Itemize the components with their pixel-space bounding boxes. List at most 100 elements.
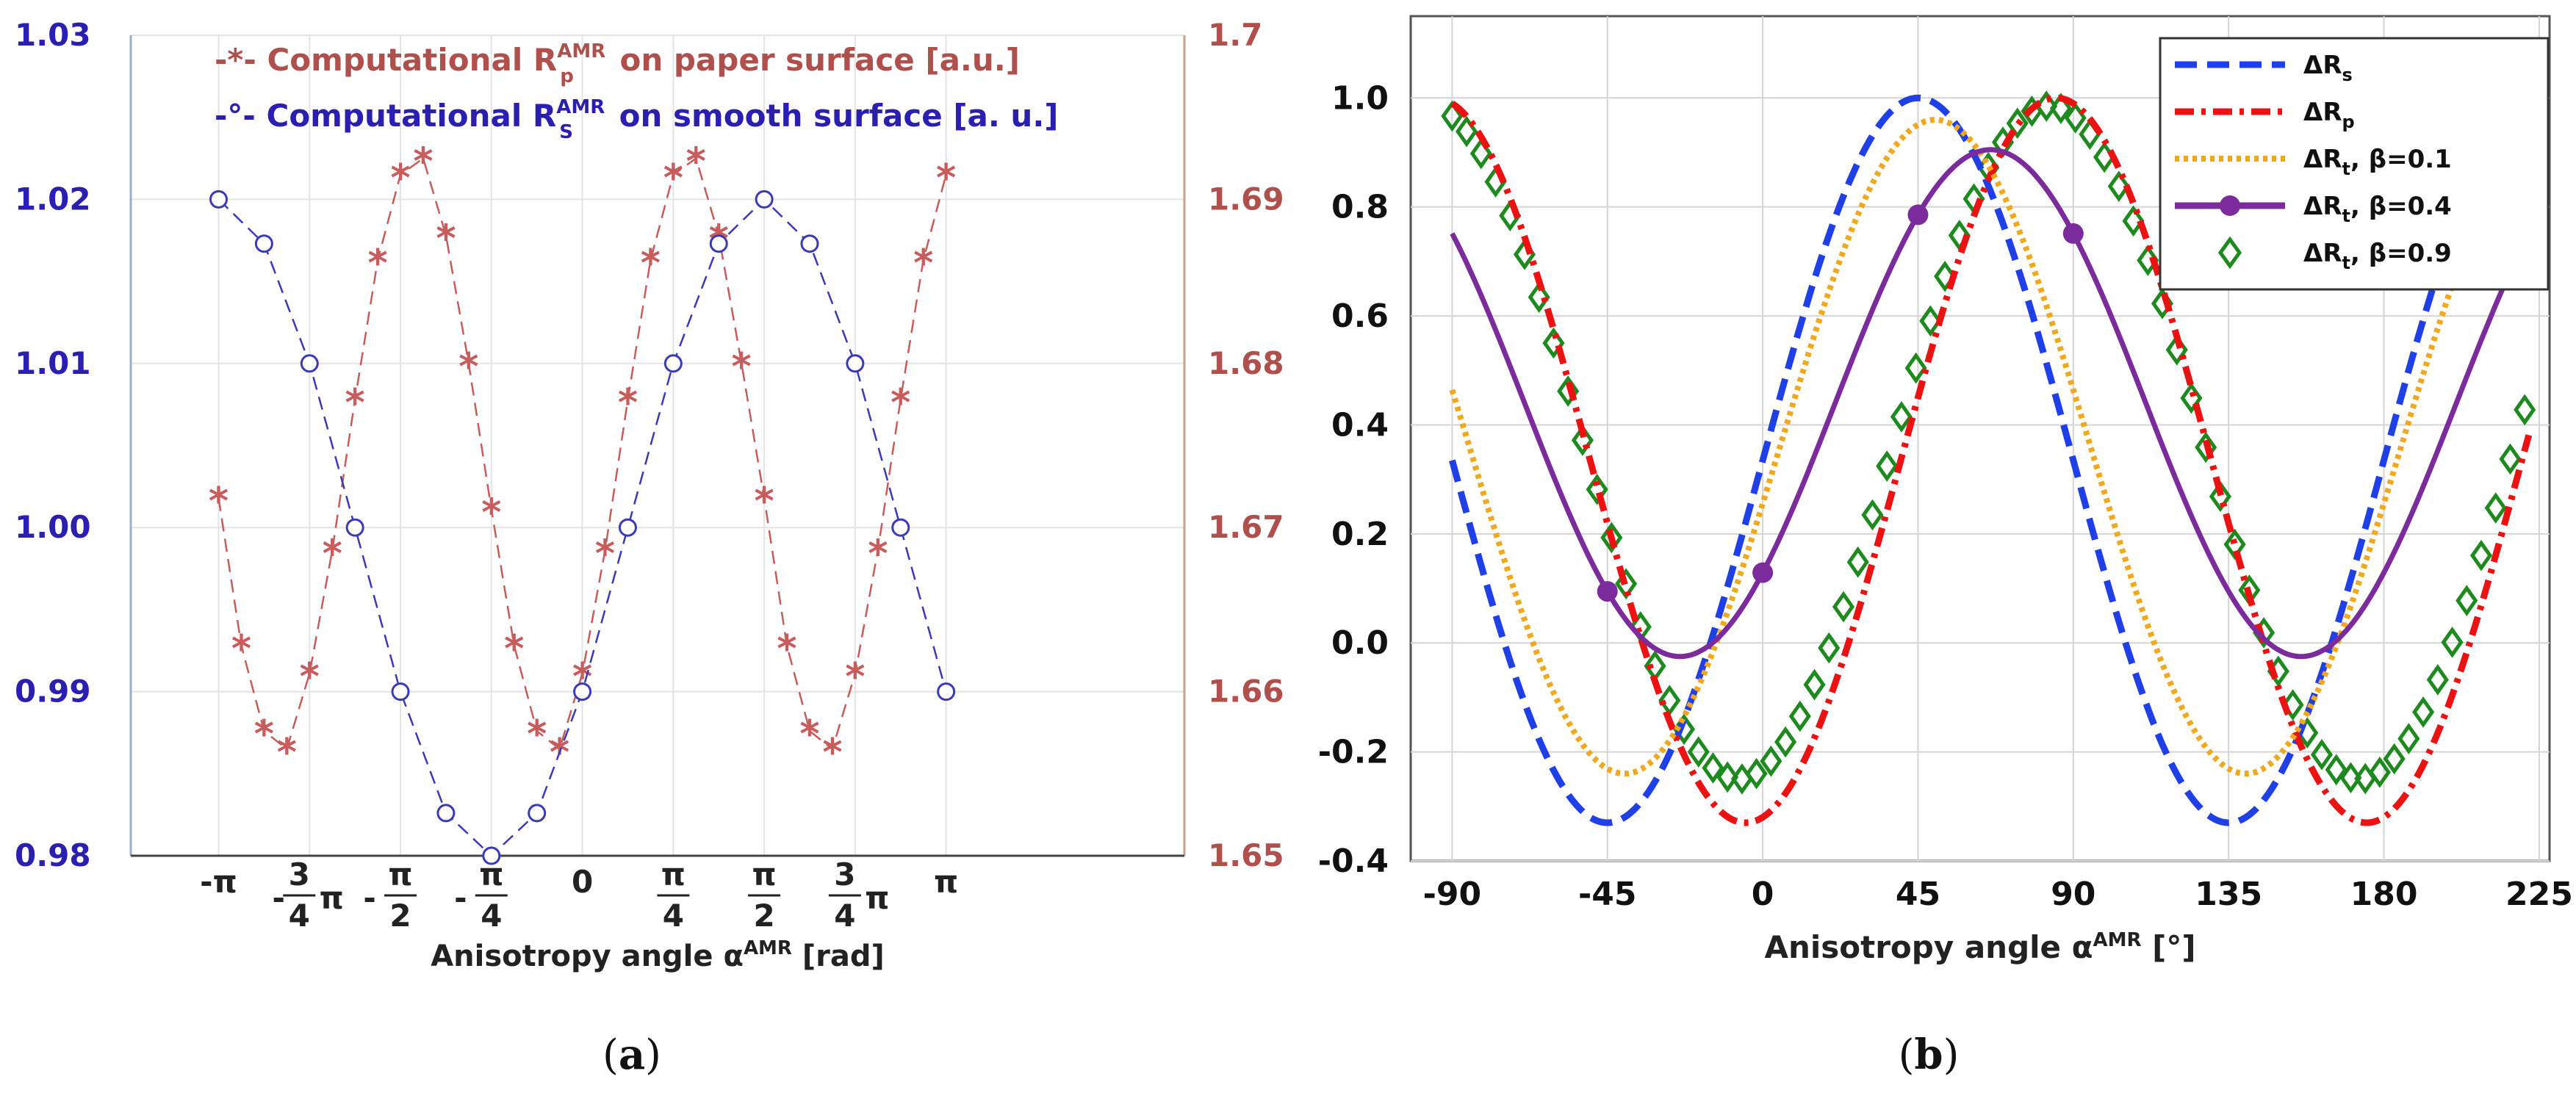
y-right-tick-label: 1.68 [1208, 345, 1284, 381]
legend-label-b: ΔRp [2303, 98, 2355, 132]
data-point [618, 518, 637, 537]
x-tick-label-b: 135 [2195, 876, 2262, 913]
data-point [891, 518, 910, 537]
x-axis-label-b: Anisotropy angle αAMR [°] [1764, 929, 2195, 965]
x-tick-label: -π4 [454, 856, 508, 934]
x-tick-label-b: 225 [2505, 876, 2573, 913]
svg-text:π: π [865, 880, 889, 916]
data-point [573, 682, 592, 701]
chart-panel-b: -0.4 -0.2 0.0 0.2 0.4 0.6 0.8 1.0 -90 -45 0 45 90 135… [1318, 15, 2573, 1079]
x-tick-label-b: 180 [2350, 876, 2418, 913]
data-point [345, 518, 364, 537]
data-point [2107, 170, 2130, 203]
data-point [1907, 204, 1929, 226]
y-left-tick-label: 1.00 [15, 509, 91, 545]
data-point [2006, 107, 2029, 140]
data-point [1702, 752, 1724, 784]
data-point [1788, 700, 1811, 732]
data-point [482, 846, 501, 865]
y-left-tick-label: 1.03 [15, 17, 91, 53]
data-point [1934, 260, 1957, 292]
svg-text:3: 3 [289, 856, 310, 892]
x-axis-label-a: Anisotropy angle αAMR [rad] [431, 937, 885, 973]
series-line [217, 156, 947, 751]
data-point [1469, 137, 1492, 170]
x-tick-label-b: -90 [1423, 876, 1482, 913]
data-point [1571, 425, 1594, 456]
data-point: * [368, 242, 388, 286]
data-point [436, 804, 456, 823]
legend-entry-b: ΔRs [2175, 51, 2353, 85]
data-point: * [868, 532, 888, 576]
svg-text:2: 2 [753, 898, 774, 934]
data-point: * [254, 713, 274, 757]
data-point [1876, 450, 1899, 482]
series-paper-surface: ********************************* [209, 140, 956, 775]
data-point [1456, 115, 1478, 148]
data-point [2281, 689, 2304, 721]
data-point: * [323, 532, 342, 576]
data-point [2137, 245, 2159, 276]
x-tick-label: -3 4 π [273, 856, 344, 934]
legend-label-b: ΔRs [2303, 51, 2353, 85]
data-point [1600, 522, 1623, 554]
data-point: * [527, 713, 547, 757]
svg-text:-: - [273, 880, 285, 916]
data-point: * [413, 140, 433, 184]
data-point [2122, 205, 2145, 237]
svg-text:π: π [661, 856, 686, 892]
svg-text:π: π [320, 880, 344, 916]
data-point [2426, 664, 2449, 696]
legend-label-b: ΔRt, β=0.4 [2303, 192, 2452, 226]
data-point [1745, 757, 1768, 790]
chart-panel-a: 0.98 0.99 1.00 1.01 1.02 1.03 1.65 1.66 1.67 1.68… [15, 17, 1284, 1079]
data-point: * [458, 345, 478, 389]
data-point [2062, 223, 2084, 244]
legend-entry-b: ΔRt, β=0.9 [2217, 236, 2452, 273]
y-tick-label-b: 0.0 [1331, 624, 1389, 662]
x-tick-label: π2 [748, 856, 781, 934]
legend-entry-b: ΔRt, β=0.4 [2175, 192, 2452, 226]
data-point [2412, 696, 2435, 728]
data-point [846, 354, 865, 373]
x-tick-label-b: 0 [1752, 876, 1774, 913]
data-point [300, 354, 319, 373]
svg-text:4: 4 [663, 898, 684, 934]
legend-marker [2217, 236, 2242, 270]
data-point [1904, 352, 1927, 384]
data-point [2325, 754, 2347, 786]
series-smooth-surface [209, 190, 956, 865]
legend-entry-a: -*- Computational RAMR p on paper surface… [215, 40, 1020, 87]
data-point [2339, 762, 2362, 794]
data-point: * [936, 156, 956, 201]
series-delta-rp [1450, 94, 2533, 826]
legend-label-b: ΔRt, β=0.9 [2303, 239, 2452, 273]
x-tick-label: 3 4 π [828, 856, 889, 934]
data-point [1919, 305, 1942, 337]
series-line [1449, 94, 2524, 826]
data-point [2456, 585, 2478, 616]
y-tick-label-b: -0.2 [1318, 734, 1389, 771]
data-point [1890, 401, 1913, 433]
panel-label-a: (a) [602, 1031, 661, 1079]
data-point: * [209, 480, 229, 524]
legend-b: ΔRs ΔRp ΔRt, β=0.1 ΔRt, β=0.4 ΔRt, β=0.9 [2159, 37, 2550, 291]
y-tick-label-b: 0.2 [1331, 516, 1389, 553]
data-point: * [345, 381, 365, 425]
y-right-tick-label: 1.7 [1208, 17, 1262, 53]
x-tick-label: -π [200, 864, 237, 900]
data-point [755, 190, 774, 209]
data-point [1586, 473, 1608, 505]
y-right-tick-label: 1.65 [1208, 837, 1284, 873]
data-point [2195, 431, 2217, 463]
legend-marker [2220, 195, 2240, 216]
data-point [663, 354, 683, 373]
y-tick-label-b: 0.6 [1331, 297, 1389, 335]
data-point: * [277, 731, 297, 775]
data-point: * [777, 627, 796, 671]
y-left-tick-label: 1.01 [15, 345, 91, 381]
y-right-tick-label: 1.66 [1208, 674, 1284, 710]
data-point [2499, 443, 2522, 475]
svg-text:4: 4 [834, 898, 855, 934]
